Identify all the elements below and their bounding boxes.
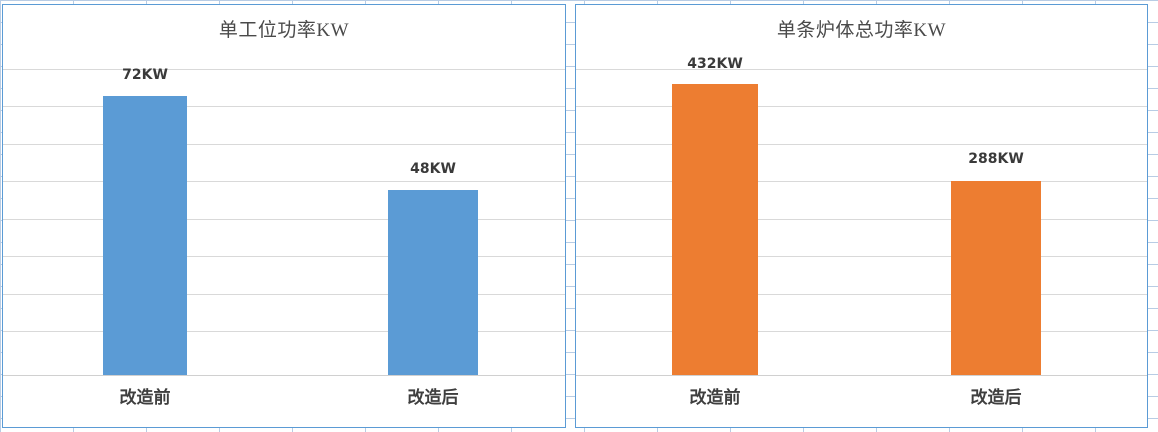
chart-object-single-station-power[interactable]: 72KW 48KW 改造前 改造后 单工位功率KW (2, 4, 566, 428)
plot-area-left: 72KW 48KW 改造前 改造后 单工位功率KW (3, 5, 565, 427)
gridline (3, 219, 565, 220)
category-axis-line (3, 375, 565, 376)
category-label-before: 改造前 (119, 388, 171, 407)
gridline (576, 144, 1147, 145)
gridline (3, 69, 565, 70)
bar-after[interactable] (388, 190, 478, 375)
bar-before[interactable] (103, 96, 187, 375)
data-label-before: 432KW (687, 56, 743, 72)
gridline (576, 331, 1147, 332)
sheet-row-gridline (0, 0, 1158, 1)
gridline (576, 219, 1147, 220)
gridline (576, 69, 1147, 70)
gridline (3, 331, 565, 332)
gridline (576, 256, 1147, 257)
bar-before[interactable] (672, 84, 758, 375)
gridline (576, 294, 1147, 295)
chart-title-right: 单条炉体总功率KW (776, 20, 947, 41)
gridline (3, 144, 565, 145)
gridline (3, 294, 565, 295)
gridline (3, 256, 565, 257)
chart-title-left: 单工位功率KW (218, 20, 350, 41)
gridline (3, 106, 565, 107)
chart-object-furnace-total-power[interactable]: 432KW 288KW 改造前 改造后 单条炉体总功率KW (575, 4, 1148, 428)
gridline (576, 106, 1147, 107)
gridline (3, 181, 565, 182)
data-label-before: 72KW (122, 67, 168, 83)
plot-area-right: 432KW 288KW 改造前 改造后 单条炉体总功率KW (576, 5, 1147, 427)
category-label-after: 改造后 (970, 388, 1022, 407)
category-label-after: 改造后 (407, 388, 459, 407)
gridline (576, 181, 1147, 182)
data-label-after: 48KW (410, 161, 456, 177)
category-axis-line (576, 375, 1147, 376)
sheet-column-gridline (0, 0, 1, 432)
bar-after[interactable] (951, 181, 1041, 375)
category-label-before: 改造前 (689, 388, 741, 407)
data-label-after: 288KW (968, 151, 1024, 167)
